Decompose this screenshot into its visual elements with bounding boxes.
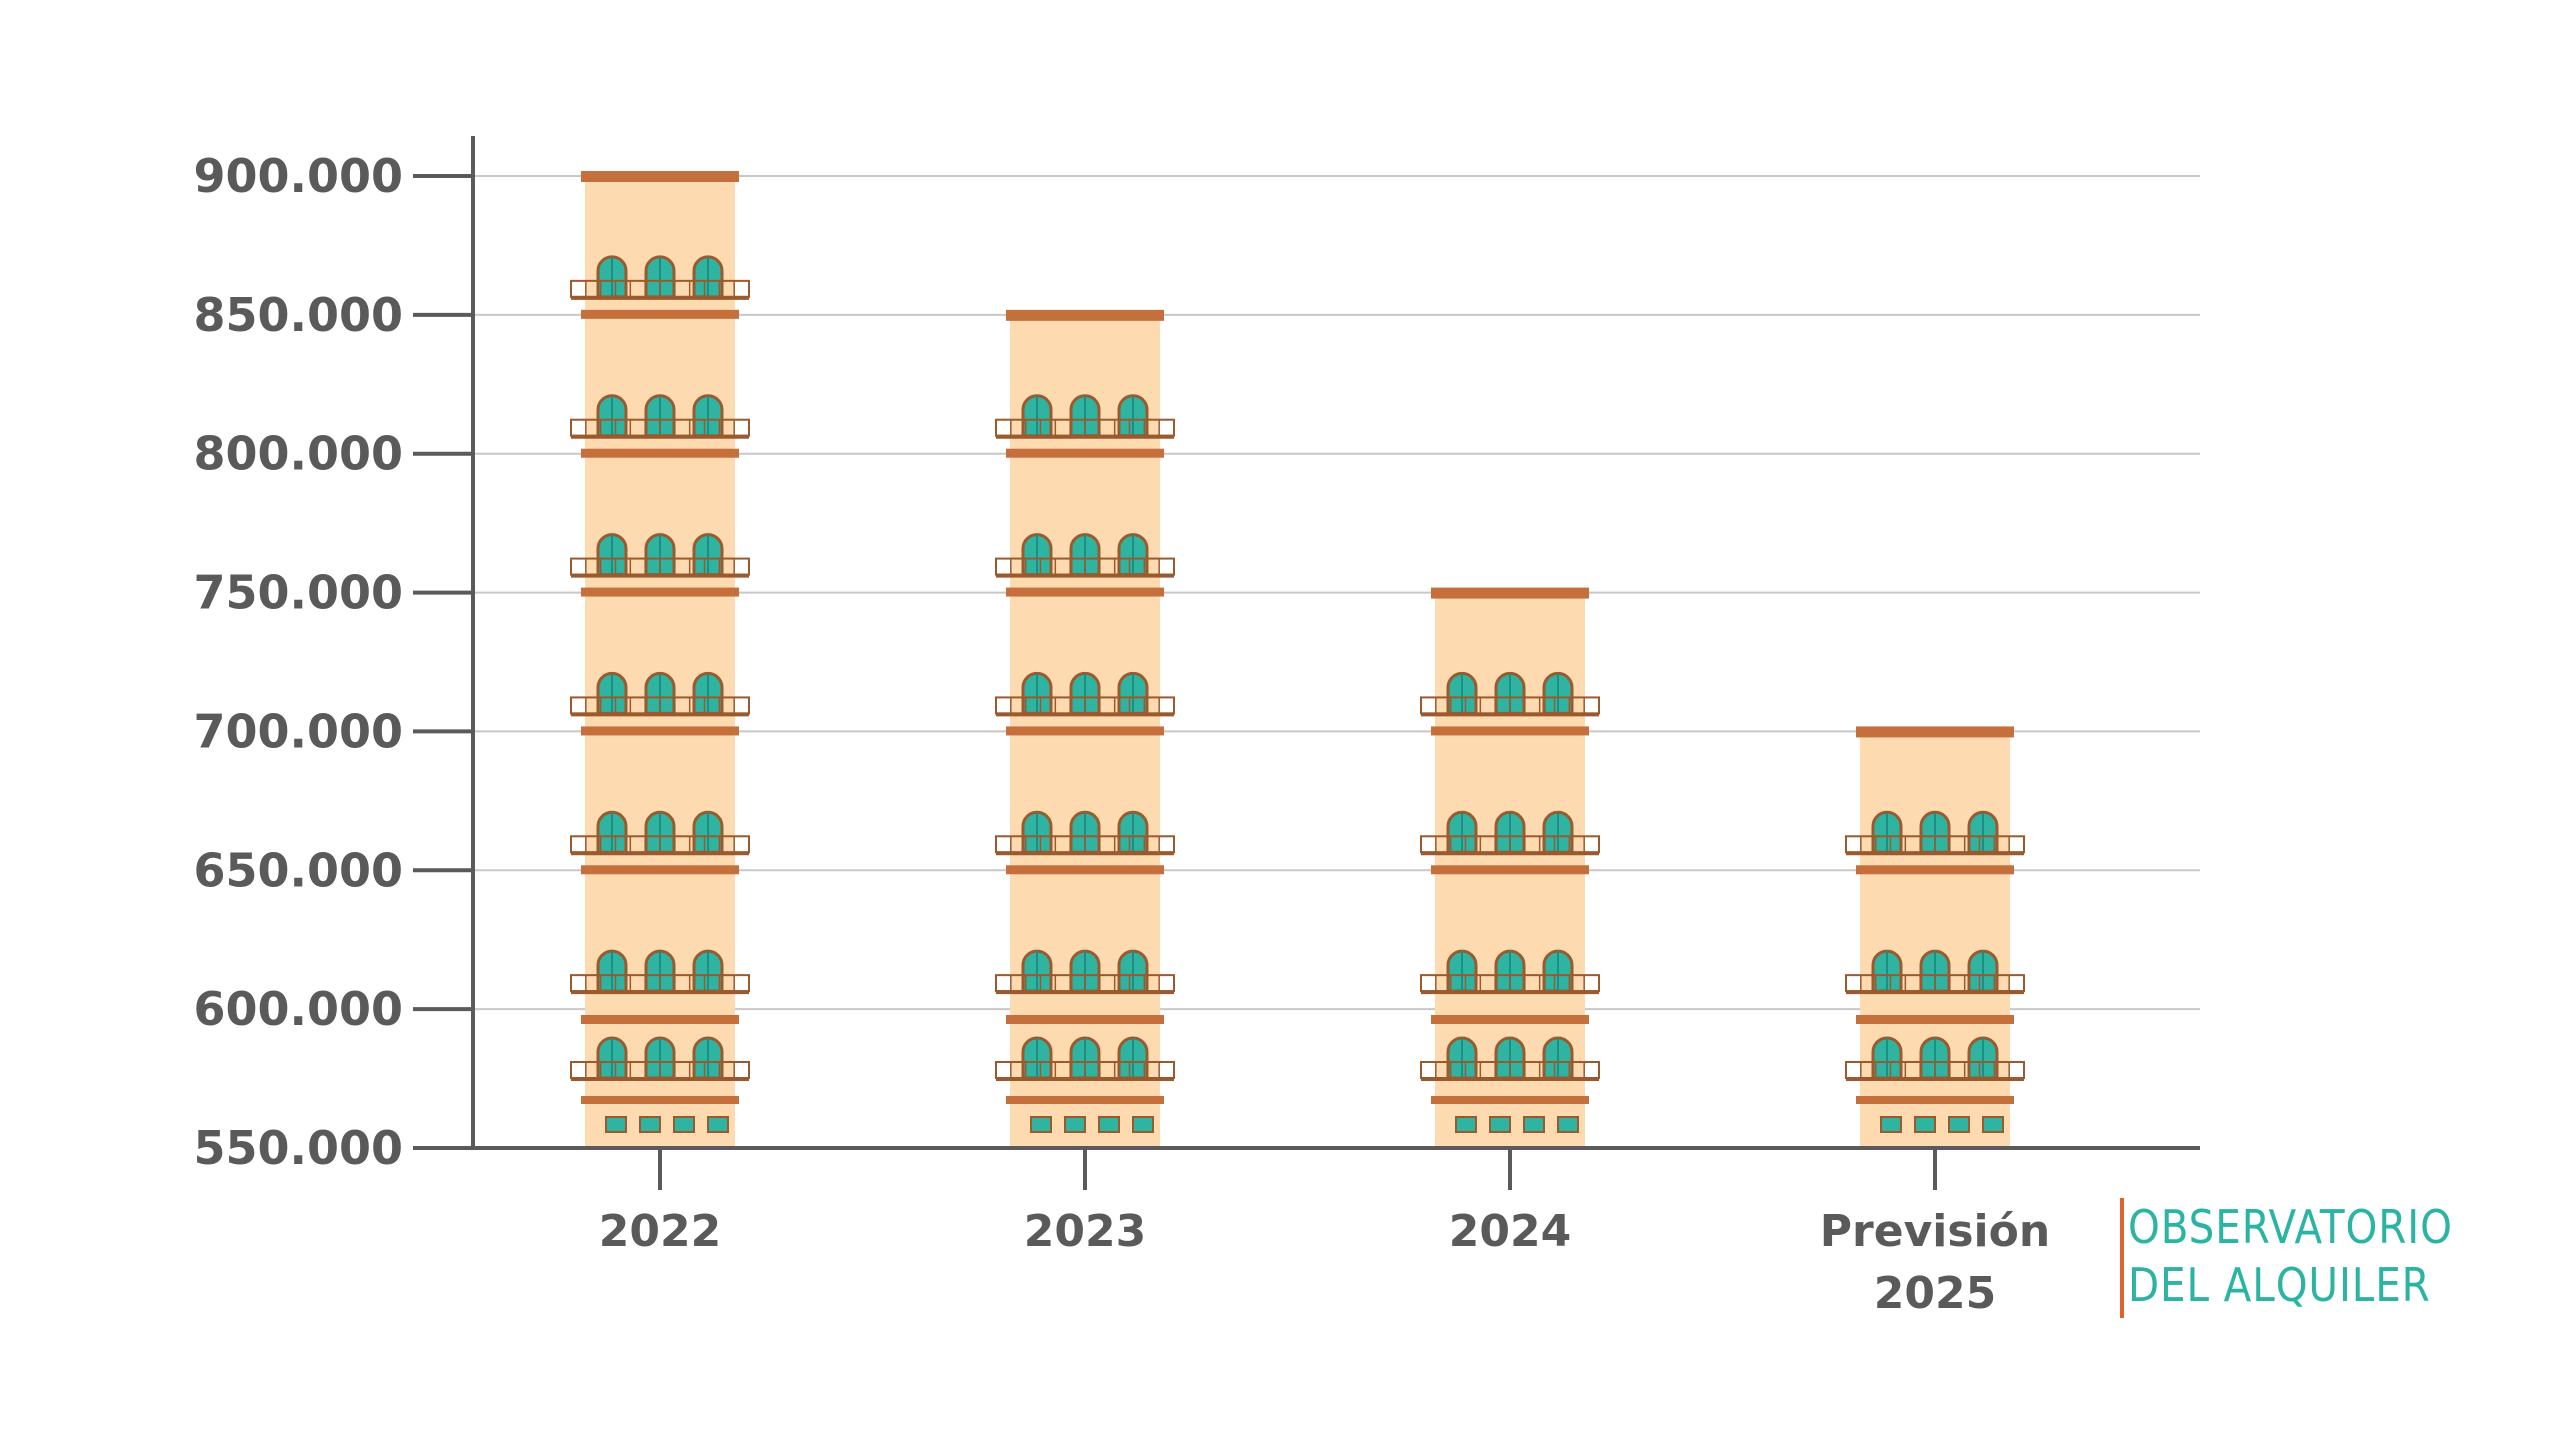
y-tick-label: 750.000	[193, 566, 403, 620]
ground-window	[1455, 1116, 1477, 1133]
y-tick-label: 800.000	[193, 427, 403, 481]
x-tick-label: 2022	[599, 1206, 721, 1257]
ground-cornice	[1856, 1096, 2014, 1104]
ground-window	[1557, 1116, 1579, 1133]
ground-cornice	[581, 1096, 739, 1104]
ground-window	[1982, 1116, 2004, 1133]
logo-line-2: DEL ALQUILER	[2128, 1258, 2431, 1312]
x-tick-label: 2024	[1449, 1206, 1571, 1257]
ground-window	[1948, 1116, 1970, 1133]
ground-window	[1098, 1116, 1120, 1133]
floor-cornice	[1006, 448, 1164, 458]
floor-cornice	[1856, 865, 2014, 875]
roof-cornice	[1006, 310, 1164, 321]
building-body	[1860, 731, 2010, 1148]
roof-cornice	[1431, 588, 1589, 599]
x-tick-label: Previsión	[1820, 1206, 2050, 1257]
roof-cornice	[581, 172, 739, 182]
y-tick-label: 850.000	[193, 288, 403, 342]
ground-window	[1489, 1116, 1511, 1133]
floor-cornice	[581, 726, 739, 736]
ground-window	[1523, 1116, 1545, 1133]
ground-window	[1914, 1116, 1936, 1133]
ground-window	[707, 1116, 729, 1133]
floor-cornice	[1006, 1015, 1164, 1024]
bar-2024	[1420, 587, 1600, 1148]
ground-cornice	[1431, 1096, 1589, 1104]
ground-window	[1030, 1116, 1052, 1133]
floor-cornice	[581, 587, 739, 597]
floor-cornice	[1006, 865, 1164, 875]
ground-window	[639, 1116, 661, 1133]
ground-window	[605, 1116, 627, 1133]
ground-cornice	[1006, 1096, 1164, 1104]
building-body	[585, 176, 735, 1148]
floor-cornice	[1431, 1015, 1589, 1024]
observatorio-logo: OBSERVATORIO DEL ALQUILER	[2120, 1198, 2497, 1318]
floor-cornice	[581, 1015, 739, 1024]
floor-cornice	[581, 309, 739, 319]
y-tick-label: 900.000	[193, 149, 403, 203]
y-tick-label: 600.000	[193, 982, 403, 1036]
floor-cornice	[1006, 587, 1164, 597]
floor-cornice	[581, 865, 739, 875]
floor-cornice	[1856, 1015, 2014, 1024]
x-tick-label: 2023	[1024, 1206, 1146, 1257]
ground-window	[673, 1116, 695, 1133]
x-tick-label: 2025	[1874, 1268, 1996, 1319]
y-tick-label: 550.000	[193, 1121, 403, 1175]
ground-window	[1880, 1116, 1902, 1133]
roof-cornice	[1856, 727, 2014, 738]
bar-2023	[995, 309, 1175, 1148]
y-tick-label: 650.000	[193, 843, 403, 897]
y-tick-label: 700.000	[193, 704, 403, 758]
logo-line-1: OBSERVATORIO	[2128, 1200, 2453, 1254]
bar-2022	[570, 171, 750, 1148]
bar-previsi-n-2025	[1845, 726, 2025, 1148]
floor-cornice	[1431, 865, 1589, 875]
ground-window	[1132, 1116, 1154, 1133]
floor-cornice	[1431, 726, 1589, 736]
floor-cornice	[581, 448, 739, 458]
floor-cornice	[1006, 726, 1164, 736]
ground-window	[1064, 1116, 1086, 1133]
